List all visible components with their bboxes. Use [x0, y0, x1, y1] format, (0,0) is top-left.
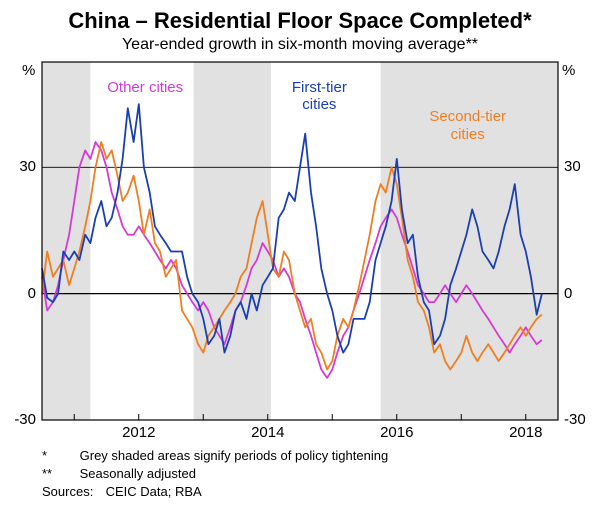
- y-tick-label-left: -30: [0, 411, 36, 428]
- y-tick-label-right: -30: [564, 411, 586, 428]
- y-unit-left: %: [22, 62, 35, 79]
- tightening-band: [194, 62, 271, 420]
- series-label-other: Other cities: [107, 79, 183, 96]
- x-tick-label: 2014: [251, 424, 284, 441]
- footnote-2-text: Seasonally adjusted: [80, 466, 196, 481]
- series-label-second_tier: Second-tiercities: [429, 108, 506, 143]
- sources-text: CEIC Data; RBA: [106, 484, 202, 499]
- series-label-first_tier: First-tiercities: [292, 79, 347, 114]
- chart-subtitle: Year-ended growth in six-month moving av…: [0, 36, 600, 54]
- footnote-1: * Grey shaded areas signify periods of p…: [42, 448, 388, 463]
- footnote-1-text: Grey shaded areas signify periods of pol…: [80, 448, 389, 463]
- chart-container: China – Residential Floor Space Complete…: [0, 0, 600, 509]
- y-tick-label-left: 0: [0, 285, 36, 302]
- footnote-2-sym: **: [42, 466, 76, 481]
- x-tick-label: 2012: [122, 424, 155, 441]
- footnote-2: ** Seasonally adjusted: [42, 466, 196, 481]
- y-unit-right: %: [562, 62, 575, 79]
- x-tick-label: 2018: [509, 424, 542, 441]
- sources: Sources: CEIC Data; RBA: [42, 484, 202, 499]
- sources-label: Sources:: [42, 484, 102, 499]
- chart-title: China – Residential Floor Space Complete…: [0, 8, 600, 34]
- y-tick-label-left: 30: [0, 158, 36, 175]
- footnote-1-sym: *: [42, 448, 76, 463]
- y-tick-label-right: 30: [564, 158, 581, 175]
- y-tick-label-right: 0: [564, 285, 572, 302]
- x-tick-label: 2016: [380, 424, 413, 441]
